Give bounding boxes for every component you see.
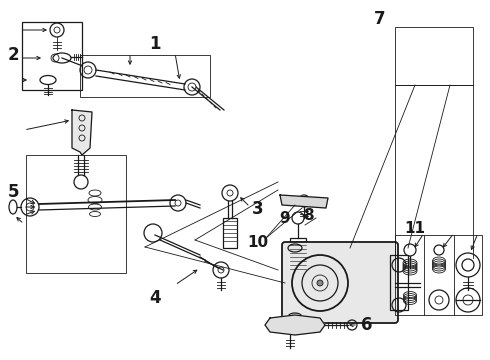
FancyBboxPatch shape (282, 242, 398, 323)
Text: 8: 8 (303, 207, 313, 222)
Circle shape (317, 280, 323, 286)
Text: 4: 4 (149, 289, 161, 307)
Text: 5: 5 (7, 183, 19, 201)
Text: 10: 10 (247, 234, 269, 249)
Bar (80, 55, 210, 97)
Polygon shape (280, 195, 328, 208)
Bar (395, 235, 482, 315)
Polygon shape (72, 110, 92, 155)
Bar (290, 238, 306, 276)
Bar (26, 155, 126, 273)
Text: 9: 9 (280, 211, 290, 225)
Bar (390, 255, 408, 310)
Text: 3: 3 (252, 200, 264, 218)
Circle shape (302, 199, 306, 203)
Bar (395, 27, 473, 85)
Text: 7: 7 (374, 10, 386, 28)
Polygon shape (265, 315, 325, 335)
Text: 1: 1 (149, 35, 161, 53)
Bar (223, 218, 237, 248)
Circle shape (278, 323, 282, 327)
Text: 6: 6 (361, 316, 373, 334)
Bar (22, 22, 82, 90)
Text: 2: 2 (7, 46, 19, 64)
Text: 11: 11 (405, 220, 425, 235)
